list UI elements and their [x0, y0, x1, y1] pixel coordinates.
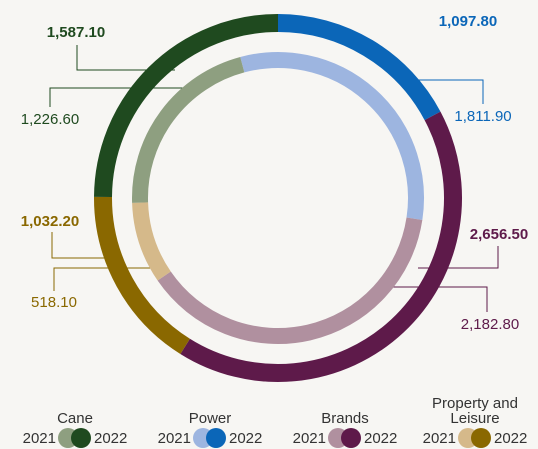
legend-swatch — [471, 428, 491, 448]
legend-item: Power 2021 2022 — [145, 392, 275, 448]
donut-segment — [132, 56, 245, 203]
legend-row: 2021 2022 — [145, 428, 275, 448]
leader-line — [51, 232, 105, 259]
legend-year: 2022 — [229, 429, 263, 447]
legend-swatches — [458, 428, 492, 448]
legend-label: Power — [188, 410, 232, 427]
legend-row: 2021 2022 — [280, 428, 410, 448]
value-label: 2,656.50 — [470, 226, 528, 243]
legend-swatches — [193, 428, 227, 448]
leader-line — [76, 45, 175, 71]
legend-year: 2022 — [364, 429, 398, 447]
legend-label: Brands — [321, 410, 369, 427]
legend-swatch — [71, 428, 91, 448]
legend-year: 2022 — [94, 429, 128, 447]
leader-line — [398, 79, 484, 104]
legend-swatch — [341, 428, 361, 448]
legend-item: Brands 2021 2022 — [280, 392, 410, 448]
donut-segment — [180, 111, 462, 382]
value-label: 2,182.80 — [461, 316, 519, 333]
legend-row: 2021 2022 — [410, 428, 538, 448]
legend-item: Cane 2021 2022 — [10, 392, 140, 448]
leader-line — [53, 267, 155, 291]
legend-label: Cane — [57, 410, 93, 427]
value-label: 1,587.10 — [47, 24, 105, 41]
donut-segment — [277, 14, 441, 121]
value-label: 1,097.80 — [439, 13, 497, 30]
donut-segment — [94, 14, 279, 197]
legend-year: 2021 — [157, 429, 191, 447]
legend-year: 2021 — [22, 429, 56, 447]
leader-line — [418, 246, 499, 269]
legend-year: 2022 — [494, 429, 528, 447]
legend-year: 2021 — [422, 429, 456, 447]
legend-swatches — [328, 428, 362, 448]
value-label: 518.10 — [31, 294, 77, 311]
legend-item: Property and Leisure 2021 2022 — [410, 392, 538, 448]
value-label: 1,226.60 — [21, 111, 79, 128]
legend-swatch — [206, 428, 226, 448]
donut-segment — [157, 217, 423, 344]
legend-year: 2021 — [292, 429, 326, 447]
legend-label: Property and Leisure — [432, 395, 518, 427]
donut-segment — [94, 196, 190, 354]
value-label: 1,032.20 — [21, 213, 79, 230]
legend-row: 2021 2022 — [10, 428, 140, 448]
legend-swatches — [58, 428, 92, 448]
value-label: 1,811.90 — [454, 108, 511, 125]
donut-segment — [132, 202, 171, 281]
donut-segment — [240, 52, 424, 220]
